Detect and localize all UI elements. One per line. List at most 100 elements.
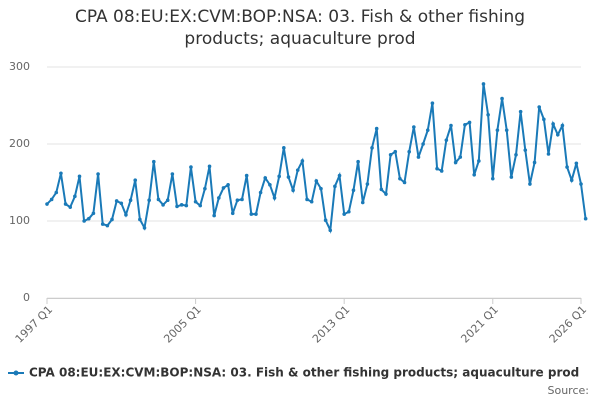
x-tick-label: 1997 Q1 — [13, 303, 56, 346]
legend-marker — [13, 370, 19, 376]
data-point — [179, 203, 184, 207]
data-point — [124, 213, 128, 217]
data-point — [147, 198, 151, 203]
data-point — [277, 174, 281, 179]
data-point — [579, 182, 583, 186]
data-point — [430, 101, 435, 105]
data-point — [133, 178, 138, 182]
data-point — [258, 190, 263, 195]
data-point — [161, 203, 165, 207]
data-point — [189, 165, 193, 169]
data-point — [300, 159, 305, 163]
data-point — [249, 212, 254, 216]
data-point — [323, 218, 328, 223]
data-point — [412, 125, 416, 129]
data-point — [500, 96, 504, 101]
data-point — [165, 198, 170, 203]
data-point — [463, 122, 467, 127]
data-point — [407, 149, 411, 154]
data-point — [91, 211, 96, 216]
data-point — [370, 146, 374, 150]
x-tick-label: 2021 Q1 — [458, 303, 501, 346]
y-tick-label: 100 — [9, 214, 30, 227]
data-point — [45, 202, 49, 206]
data-point — [282, 146, 286, 150]
data-point — [425, 128, 430, 132]
source-label: Source: — [548, 384, 590, 397]
data-point — [365, 182, 370, 186]
data-point — [184, 203, 189, 208]
data-point — [105, 223, 110, 228]
data-point — [560, 123, 565, 128]
data-point — [472, 173, 477, 177]
data-point — [444, 138, 449, 142]
data-point — [49, 197, 54, 202]
data-point — [481, 82, 486, 86]
data-point — [583, 216, 588, 221]
y-tick-label: 300 — [9, 60, 30, 73]
data-point — [54, 190, 59, 195]
data-point — [142, 226, 147, 230]
x-tick-label: 2013 Q1 — [310, 303, 353, 346]
data-point — [254, 212, 258, 216]
data-point — [230, 211, 235, 216]
data-point — [309, 199, 314, 204]
data-point — [477, 159, 481, 163]
data-point — [77, 174, 82, 179]
data-point — [221, 186, 226, 190]
data-point — [198, 203, 203, 208]
data-point — [73, 194, 77, 199]
data-point — [319, 186, 323, 191]
data-point — [523, 148, 528, 152]
data-point — [63, 202, 68, 206]
data-point — [128, 198, 133, 203]
data-point — [244, 173, 249, 178]
data-point — [388, 152, 393, 157]
y-tick-label: 200 — [9, 137, 30, 150]
data-point — [203, 186, 207, 191]
data-point — [504, 128, 509, 132]
data-point — [374, 126, 379, 131]
data-point — [439, 169, 444, 173]
data-point — [518, 109, 523, 114]
data-point — [421, 142, 425, 146]
data-point — [537, 105, 542, 109]
data-point — [532, 160, 537, 165]
data-point — [82, 219, 86, 223]
data-point — [217, 196, 221, 200]
data-point — [152, 159, 156, 164]
data-point — [272, 196, 277, 200]
data-point — [453, 160, 458, 165]
data-point — [398, 176, 402, 181]
data-point — [458, 155, 463, 159]
x-tick-label: 2005 Q1 — [161, 303, 204, 346]
data-point — [402, 180, 407, 185]
data-point — [226, 183, 230, 187]
data-point — [393, 149, 398, 154]
data-point — [305, 197, 309, 202]
data-point — [509, 175, 514, 179]
data-point — [314, 179, 319, 183]
data-point — [337, 173, 342, 178]
data-point — [356, 159, 360, 164]
data-point — [235, 198, 240, 203]
chart-title: CPA 08:EU:EX:CVM:BOP:NSA: 03. Fish & oth… — [74, 7, 526, 49]
data-point — [170, 172, 175, 176]
legend-label: CPA 08:EU:EX:CVM:BOP:NSA: 03. Fish & oth… — [29, 366, 579, 380]
data-point — [59, 171, 63, 176]
data-point — [360, 200, 365, 205]
data-point — [384, 192, 388, 196]
data-point — [342, 212, 346, 216]
data-point — [333, 184, 337, 189]
data-point — [528, 182, 532, 186]
data-point — [119, 201, 124, 206]
x-tick-label: 2026 Q1 — [547, 303, 590, 346]
data-point — [347, 209, 351, 214]
data-point — [569, 178, 574, 182]
data-point — [486, 112, 490, 117]
data-point — [546, 152, 551, 156]
data-point — [268, 183, 272, 187]
data-point — [328, 228, 333, 233]
data-point — [435, 166, 439, 171]
